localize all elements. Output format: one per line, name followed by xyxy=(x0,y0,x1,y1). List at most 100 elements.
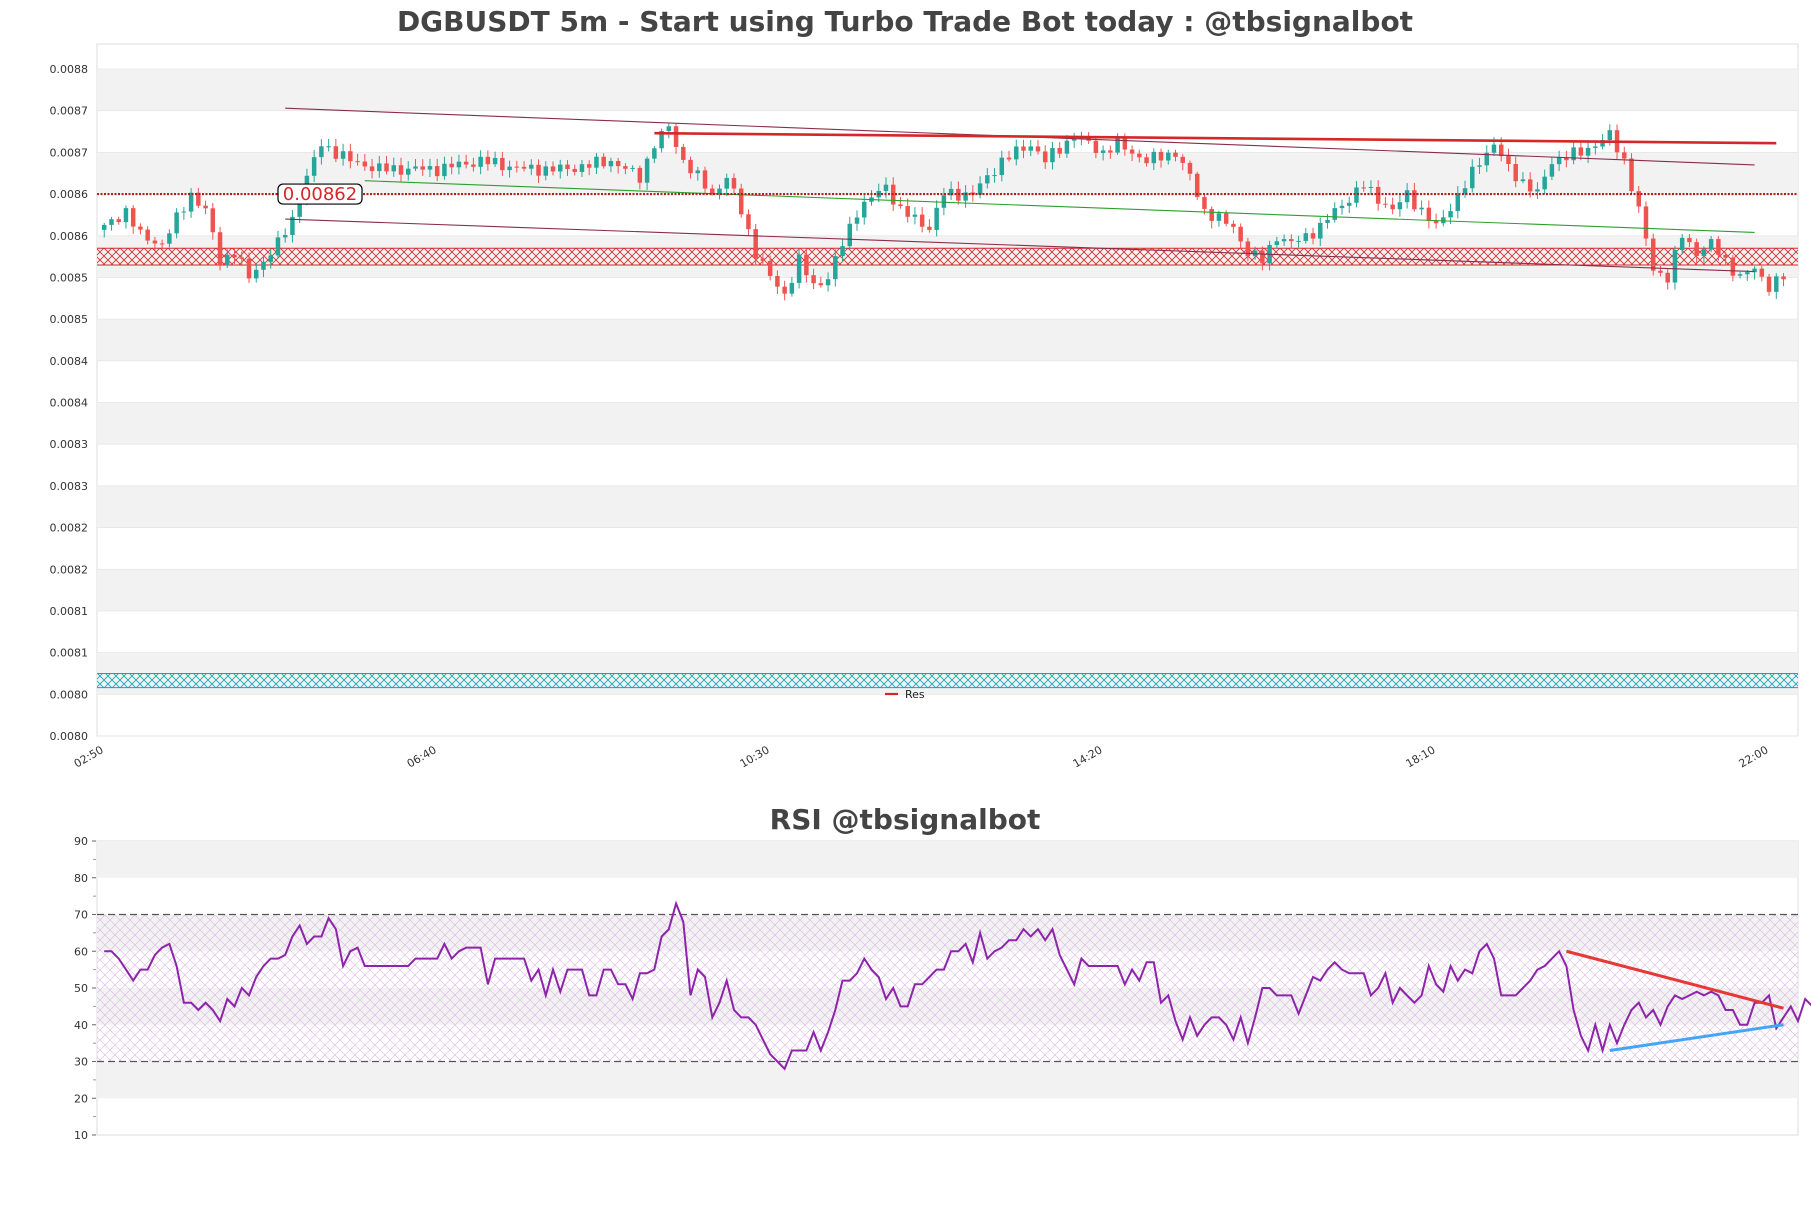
candle-body xyxy=(167,233,172,244)
price-grid-bands xyxy=(97,68,1798,737)
candle-body xyxy=(1296,240,1301,242)
candle-body xyxy=(1527,179,1533,192)
candle-body xyxy=(572,168,577,172)
candle-body xyxy=(500,157,505,171)
candle-body xyxy=(239,257,245,259)
candle-body xyxy=(594,156,599,168)
price-chart-title: DGBUSDT 5m - Start using Turbo Trade Bot… xyxy=(397,5,1413,38)
candle-body xyxy=(442,163,447,177)
candle-body xyxy=(1643,206,1649,239)
candle-body xyxy=(543,166,549,176)
candle-body xyxy=(1687,237,1692,243)
candle-body xyxy=(485,156,491,165)
candle-body xyxy=(825,279,831,286)
candle-body xyxy=(1310,233,1316,239)
x-tick-label: 02:50 xyxy=(72,743,106,770)
candle-body xyxy=(123,208,129,222)
y-tick-label: 0.0083 xyxy=(50,438,89,451)
candle-body xyxy=(586,164,592,168)
candle-body xyxy=(1260,250,1265,264)
rsi-chart-title: RSI @tbsignalbot xyxy=(770,803,1041,836)
current-price-tag: 0.00862 xyxy=(277,183,363,205)
candle-body xyxy=(1144,157,1149,164)
candle-body xyxy=(1325,219,1330,223)
candle-body xyxy=(188,192,194,212)
rsi-y-tick-label: 30 xyxy=(74,1056,88,1069)
y-tick-label: 0.0082 xyxy=(50,563,89,576)
candle-body xyxy=(999,157,1005,176)
candle-body xyxy=(369,166,375,172)
candle-body xyxy=(1774,276,1779,292)
candle-body xyxy=(1397,202,1403,210)
candle-body xyxy=(1390,204,1395,210)
candle-body xyxy=(1158,151,1164,161)
candle-body xyxy=(196,192,201,206)
rsi-y-tick-label: 60 xyxy=(74,945,88,958)
candle-body xyxy=(659,131,664,149)
x-tick-label: 06:40 xyxy=(405,743,439,770)
candle-body xyxy=(1361,187,1366,189)
candle-body xyxy=(1520,179,1526,182)
candle-body xyxy=(1723,254,1728,258)
candle-body xyxy=(1375,186,1381,204)
candle-body xyxy=(1064,140,1070,154)
candle-body xyxy=(449,163,454,168)
candle-body xyxy=(637,167,643,183)
candle-body xyxy=(608,160,614,167)
candle-body xyxy=(724,177,729,189)
candle-body xyxy=(977,183,983,195)
y-tick-label: 0.0084 xyxy=(50,355,89,368)
candle-body xyxy=(1470,166,1475,189)
candle-body xyxy=(1477,165,1482,167)
y-tick-label: 0.0085 xyxy=(50,313,89,326)
candle-body xyxy=(1303,233,1309,241)
candle-body xyxy=(413,166,418,169)
current-price-tag-box xyxy=(277,183,363,205)
candle-body xyxy=(1593,146,1598,148)
candle-body xyxy=(1513,164,1518,182)
candle-body xyxy=(775,275,780,287)
x-tick-label: 14:20 xyxy=(1071,743,1105,770)
candle-body xyxy=(333,146,339,159)
candle-body xyxy=(854,217,860,224)
candle-body xyxy=(1600,140,1605,147)
candle-body xyxy=(1679,237,1685,251)
candle-body xyxy=(463,161,469,165)
candle-body xyxy=(1042,151,1048,163)
candle-body xyxy=(101,224,107,230)
candle-body xyxy=(1289,239,1294,242)
x-tick-label: 18:10 xyxy=(1404,743,1438,770)
candle-body xyxy=(319,146,324,158)
candle-body xyxy=(883,184,889,191)
candle-body xyxy=(210,208,216,233)
candle-body xyxy=(478,156,483,167)
candle-body xyxy=(550,166,556,172)
candle-body xyxy=(1491,144,1497,153)
candle-body xyxy=(1223,213,1229,224)
y-tick-label: 0.0086 xyxy=(50,230,89,243)
price-x-axis: 02:50 06:40 10:30 14:20 18:10 22:00 xyxy=(72,743,1771,770)
candle-body xyxy=(934,207,939,230)
candle-body xyxy=(1759,268,1765,277)
rsi-grid-band xyxy=(97,1061,1798,1099)
candle-body xyxy=(1187,162,1193,174)
price-plot-background xyxy=(96,43,1799,737)
candle-body xyxy=(1455,193,1461,212)
candle-body xyxy=(666,126,672,132)
candle-body xyxy=(1245,241,1251,257)
candle-body xyxy=(1194,173,1200,197)
candle-body xyxy=(1585,147,1591,156)
candle-body xyxy=(1274,241,1280,245)
candle-body xyxy=(1716,239,1721,255)
grid-band xyxy=(97,569,1798,611)
candle-body xyxy=(782,286,787,294)
x-tick-label: 22:00 xyxy=(1737,743,1771,770)
candle-body xyxy=(746,214,751,230)
trendline xyxy=(285,218,1755,273)
candle-body xyxy=(225,254,230,265)
candle-body xyxy=(159,243,165,245)
y-tick-label: 0.0088 xyxy=(50,63,89,76)
candle-body xyxy=(862,201,867,218)
candle-body xyxy=(1498,144,1504,157)
